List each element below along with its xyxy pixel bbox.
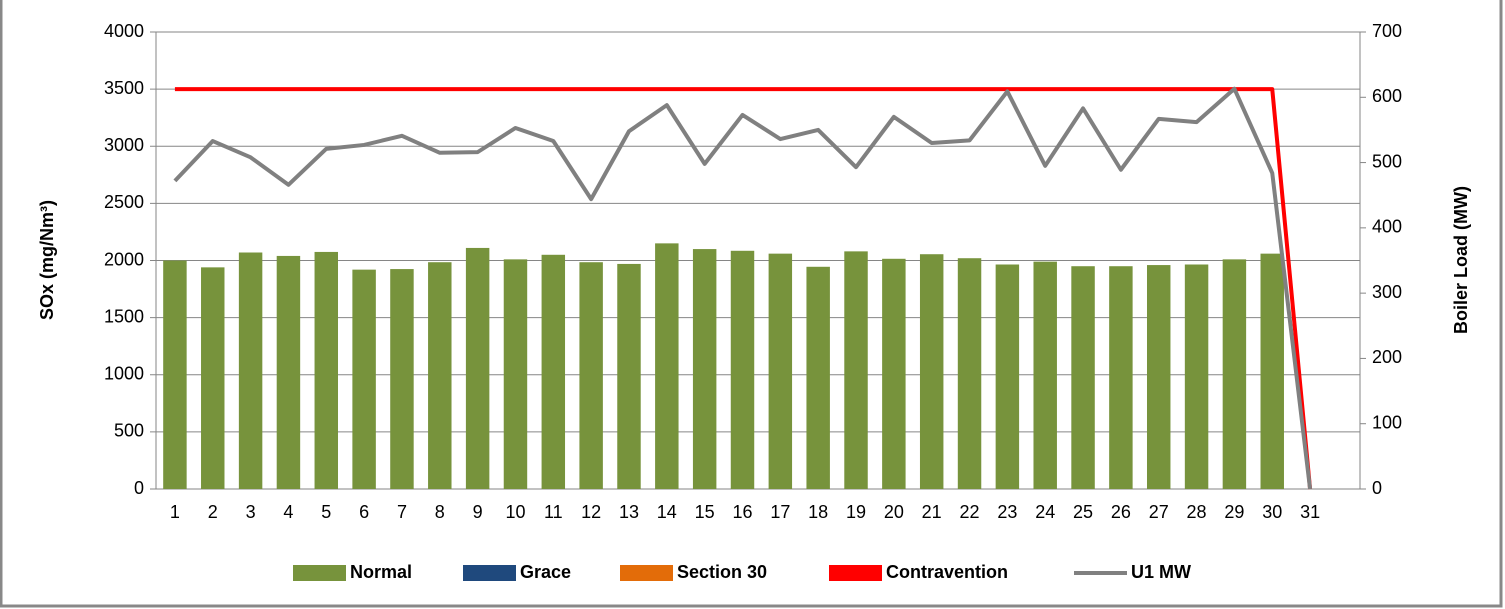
bar (919, 254, 944, 489)
y-tick-label: 3000 (104, 135, 144, 155)
bar (1184, 264, 1209, 489)
y-tick-label: 500 (114, 421, 144, 441)
x-tick-label: 20 (884, 502, 904, 522)
x-tick-label: 13 (619, 502, 639, 522)
y-tick-label: 0 (134, 478, 144, 498)
bar (1109, 266, 1133, 489)
bar (503, 259, 528, 489)
bar (201, 267, 225, 489)
x-tick-label: 14 (657, 502, 677, 522)
y2-tick-label: 700 (1372, 21, 1402, 41)
bar (882, 258, 906, 489)
bar (1260, 253, 1284, 489)
x-tick-label: 15 (695, 502, 715, 522)
y-axis-title: SOx (mg/Nm³) (37, 200, 57, 320)
x-tick-label: 7 (397, 502, 407, 522)
y-tick-label: 3500 (104, 78, 144, 98)
bar (1071, 266, 1095, 489)
x-tick-label: 16 (732, 502, 752, 522)
legend-label: Section 30 (677, 562, 767, 582)
legend-label: Contravention (886, 562, 1008, 582)
x-tick-label: 5 (321, 502, 331, 522)
bar (390, 269, 414, 489)
legend-label: Normal (350, 562, 412, 582)
x-tick-label: 10 (505, 502, 525, 522)
x-tick-label: 18 (808, 502, 828, 522)
y2-tick-label: 500 (1372, 151, 1402, 171)
x-tick-label: 12 (581, 502, 601, 522)
bar (692, 249, 717, 489)
bar (617, 263, 641, 489)
x-tick-label: 4 (283, 502, 293, 522)
legend-label: Grace (520, 562, 571, 582)
bar (655, 243, 679, 489)
legend-swatch (463, 565, 516, 581)
bar (579, 262, 603, 489)
bar (1033, 261, 1057, 489)
y-tick-label: 1500 (104, 306, 144, 326)
bar (276, 255, 301, 489)
bar (730, 250, 755, 489)
x-tick-label: 21 (922, 502, 942, 522)
bar (995, 264, 1020, 489)
y2-tick-label: 300 (1372, 282, 1402, 302)
line (174, 87, 1313, 490)
bar (541, 254, 566, 489)
x-tick-label: 11 (544, 502, 563, 522)
legend-swatch (620, 565, 673, 581)
y-tick-label: 1000 (104, 364, 144, 384)
x-tick-label: 3 (246, 502, 256, 522)
x-tick-label: 31 (1300, 502, 1320, 522)
bar (768, 253, 793, 489)
bar (352, 269, 376, 489)
bar (428, 262, 452, 489)
x-tick-label: 22 (960, 502, 980, 522)
x-tick-label: 6 (359, 502, 369, 522)
y2-axis-title: Boiler Load (MW) (1451, 186, 1471, 334)
y2-tick-label: 400 (1372, 217, 1402, 237)
x-tick-label: 23 (997, 502, 1017, 522)
x-tick-label: 30 (1262, 502, 1282, 522)
line (173, 86, 1313, 490)
bar (957, 258, 982, 489)
x-tick-label: 28 (1187, 502, 1207, 522)
legend-swatch (829, 565, 882, 581)
x-tick-label: 24 (1035, 502, 1055, 522)
x-tick-label: 2 (208, 502, 218, 522)
y2-tick-label: 0 (1372, 478, 1382, 498)
bar (1222, 259, 1247, 489)
y-tick-label: 2000 (104, 249, 144, 269)
x-tick-label: 1 (170, 502, 180, 522)
bar (465, 247, 490, 489)
legend-label: U1 MW (1131, 562, 1191, 582)
y2-tick-label: 100 (1372, 412, 1402, 432)
y-tick-label: 4000 (104, 21, 144, 41)
bar (806, 266, 830, 489)
x-tick-label: 25 (1073, 502, 1093, 522)
bar (238, 252, 263, 489)
bar (844, 251, 868, 489)
x-tick-label: 9 (473, 502, 483, 522)
x-tick-label: 29 (1224, 502, 1244, 522)
x-tick-label: 19 (846, 502, 866, 522)
y2-tick-label: 600 (1372, 86, 1402, 106)
legend-swatch (293, 565, 346, 581)
bar (1146, 265, 1171, 489)
x-tick-label: 17 (770, 502, 790, 522)
x-tick-label: 27 (1149, 502, 1169, 522)
y2-tick-label: 200 (1372, 347, 1402, 367)
y-tick-label: 2500 (104, 192, 144, 212)
x-tick-label: 26 (1111, 502, 1131, 522)
x-tick-label: 8 (435, 502, 445, 522)
bar (163, 260, 187, 489)
bar (314, 251, 339, 489)
